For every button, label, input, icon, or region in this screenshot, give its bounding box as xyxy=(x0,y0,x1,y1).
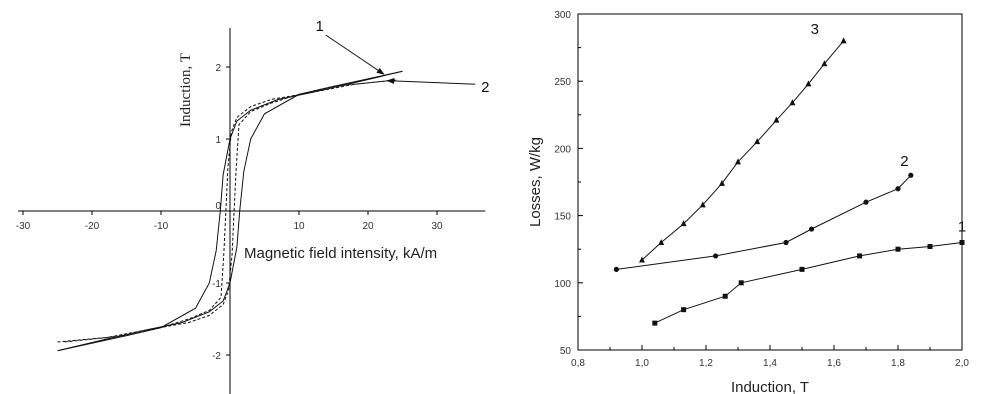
losses-series-line-2 xyxy=(616,174,912,270)
losses-x-tick-label: 1,6 xyxy=(827,358,841,369)
losses-y-tick-label: 100 xyxy=(554,279,571,290)
hysteresis-x-tick-label: 20 xyxy=(362,221,374,232)
hysteresis-y-tick-label: 2 xyxy=(215,63,221,74)
hysteresis-y-tick-label: 0 xyxy=(215,201,221,212)
hysteresis-x-tick-label: -10 xyxy=(154,221,169,232)
losses-point-2 xyxy=(809,226,815,232)
hysteresis-curves xyxy=(57,70,403,352)
hysteresis-annotations: 12 xyxy=(316,18,490,96)
losses-series-label-3: 3 xyxy=(811,21,819,38)
losses-series-1 xyxy=(652,239,965,326)
losses-series-line-3 xyxy=(641,40,844,261)
losses-point-3 xyxy=(735,158,741,165)
losses-series-line-1 xyxy=(654,242,963,324)
losses-point-3 xyxy=(699,201,706,208)
losses-point-3 xyxy=(840,37,847,44)
losses-point-1 xyxy=(895,246,901,252)
hysteresis-curve-label-1: 1 xyxy=(316,18,324,35)
losses-point-2 xyxy=(713,253,719,259)
hysteresis-x-axis-title: Magnetic field intensity, kA/m xyxy=(244,245,437,262)
losses-ticks: 0,8 1,0 1,2 1,4 1,6 1,8 2,0 50 100 150 200 250 300 xyxy=(554,10,969,369)
losses-point-1 xyxy=(857,253,863,259)
losses-series-3 xyxy=(639,37,847,263)
losses-chart: 0,8 1,0 1,2 1,4 1,6 1,8 2,0 50 100 150 200 250 300 1… xyxy=(527,10,969,394)
losses-point-2 xyxy=(908,172,914,178)
losses-series-labels: 1 2 3 xyxy=(811,21,967,236)
losses-point-3 xyxy=(773,116,780,123)
hysteresis-arrow-1 xyxy=(325,34,385,75)
hysteresis-x-tick-label: 30 xyxy=(431,221,443,232)
hysteresis-x-tick-label: 10 xyxy=(293,221,305,232)
losses-point-1 xyxy=(927,244,933,250)
hysteresis-x-tick-label: -20 xyxy=(85,221,100,232)
losses-point-3 xyxy=(658,238,665,245)
losses-y-tick-label: 300 xyxy=(554,10,571,21)
hysteresis-y-tick-label: 1 xyxy=(215,135,221,146)
losses-point-3 xyxy=(805,80,812,87)
losses-y-axis-title: Losses, W/kg xyxy=(527,137,544,227)
losses-point-1 xyxy=(799,266,805,272)
hysteresis-curve-4 xyxy=(64,79,396,343)
losses-y-tick-label: 50 xyxy=(560,346,572,357)
losses-point-2 xyxy=(783,239,789,246)
losses-x-tick-label: 1,2 xyxy=(699,358,713,369)
losses-point-2 xyxy=(895,186,901,192)
hysteresis-curve-label-2: 2 xyxy=(481,79,489,96)
losses-x-tick-label: 1,8 xyxy=(891,358,905,369)
losses-point-3 xyxy=(680,220,687,227)
losses-y-tick-label: 250 xyxy=(554,77,571,88)
hysteresis-y-tick-label: -1 xyxy=(212,279,221,290)
losses-x-tick-label: 1,4 xyxy=(763,358,777,369)
hysteresis-x-tick-label: -30 xyxy=(16,221,31,232)
losses-point-2 xyxy=(613,266,620,272)
hysteresis-arrow-2 xyxy=(386,77,476,85)
hysteresis-curve-1 xyxy=(57,70,403,352)
losses-point-2 xyxy=(863,199,869,205)
hysteresis-y-tick-label: -2 xyxy=(212,351,221,362)
hysteresis-curve-3 xyxy=(57,79,396,343)
losses-point-1 xyxy=(738,280,744,286)
losses-point-1 xyxy=(959,239,965,245)
losses-point-3 xyxy=(789,99,796,106)
losses-y-tick-label: 200 xyxy=(554,144,571,155)
losses-x-tick-label: 2,0 xyxy=(955,358,969,369)
losses-x-tick-label: 0,8 xyxy=(571,358,585,369)
losses-point-3 xyxy=(719,179,725,186)
losses-series xyxy=(613,37,965,326)
losses-point-1 xyxy=(652,320,658,326)
losses-point-1 xyxy=(681,307,687,313)
losses-series-2 xyxy=(613,172,914,272)
losses-series-label-2: 2 xyxy=(900,153,908,170)
hysteresis-y-axis-title: Induction, T xyxy=(178,53,194,127)
losses-point-3 xyxy=(821,60,828,67)
losses-point-1 xyxy=(722,293,728,299)
losses-y-tick-label: 150 xyxy=(554,212,571,223)
losses-x-axis-title: Induction, T xyxy=(731,379,809,394)
losses-point-3 xyxy=(639,256,645,263)
losses-x-tick-label: 1,0 xyxy=(635,358,649,369)
losses-point-3 xyxy=(754,138,761,145)
losses-series-label-1: 1 xyxy=(958,219,966,236)
